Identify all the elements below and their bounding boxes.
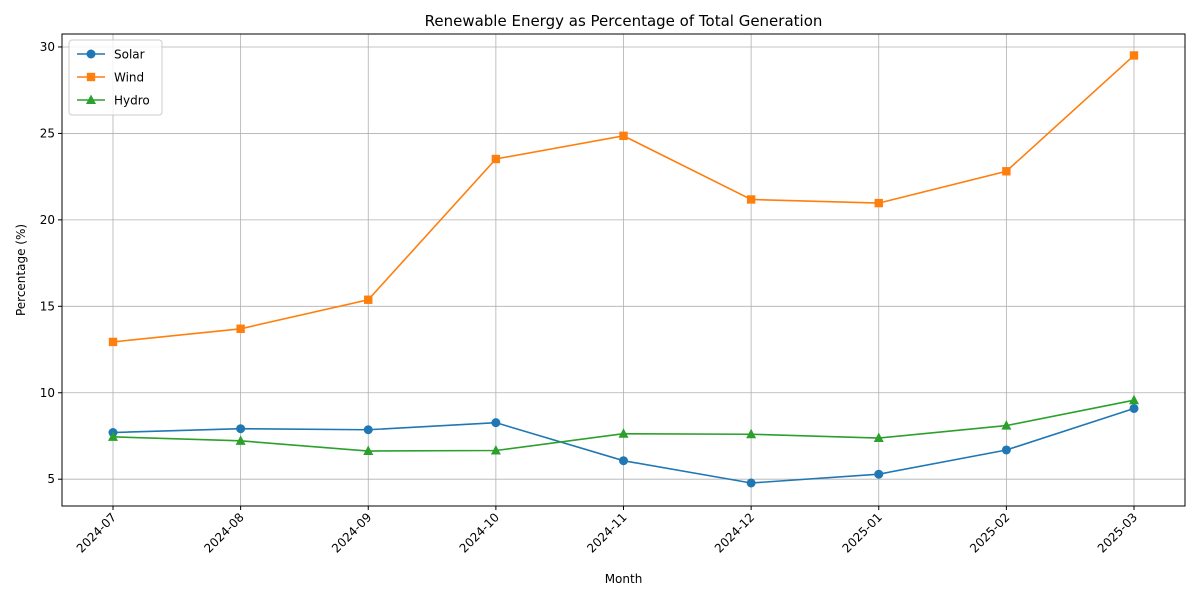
solar-point [619, 456, 628, 466]
hydro-point [235, 435, 246, 445]
solar-point [1129, 403, 1139, 413]
legend-label-hydro: Hydro [114, 94, 150, 108]
legend-hydro-marker [86, 94, 96, 104]
series-solar [108, 403, 1139, 488]
legend-solar-marker [86, 49, 96, 59]
solar-point [491, 418, 501, 428]
legend-wind-marker [86, 72, 96, 82]
wind-point [874, 198, 883, 208]
solar-point [874, 469, 884, 479]
wind-point [236, 324, 245, 333]
solar-point [363, 425, 373, 435]
y-tick-label: 20 [40, 213, 55, 227]
hydro-point [1001, 420, 1012, 430]
hydro-point [873, 432, 884, 443]
legend-label-wind: Wind [114, 71, 144, 85]
hydro-point [108, 431, 118, 441]
hydro-point [618, 428, 629, 438]
legend: Solar Wind Hydro [68, 39, 163, 116]
legend-label-solar: Solar [114, 48, 145, 62]
legend-box [68, 39, 163, 116]
series-wind [108, 51, 1139, 347]
wind-point [364, 295, 373, 304]
hydro-point [490, 445, 501, 455]
hydro-point [1129, 394, 1139, 405]
hydro-point [746, 428, 757, 439]
y-tick-label: 5 [47, 472, 55, 486]
x-axis-label: Month [605, 572, 643, 586]
hydro-point [363, 445, 374, 456]
wind-point [746, 195, 756, 204]
solar-point [1001, 445, 1011, 455]
y-axis-label: Percentage (%) [14, 224, 28, 316]
y-tick-label: 10 [40, 386, 55, 400]
y-tick-label: 30 [40, 40, 55, 54]
wind-point [1002, 167, 1011, 176]
y-tick-label: 25 [40, 126, 55, 140]
wind-point [108, 337, 118, 347]
wind-point [1129, 51, 1139, 60]
series-hydro [108, 394, 1139, 456]
chart-title: Renewable Energy as Percentage of Total … [425, 12, 823, 30]
solar-point [746, 478, 756, 488]
y-tick-label: 15 [40, 299, 55, 313]
solar-point [236, 424, 246, 434]
wind-point [619, 131, 628, 141]
wind-point [491, 154, 501, 164]
